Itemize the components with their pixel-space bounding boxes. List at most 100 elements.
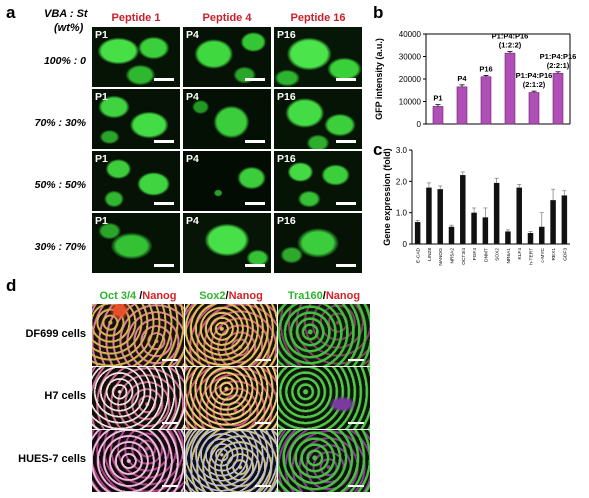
scale-bar — [162, 422, 178, 424]
bar-label: (2:1:2) — [523, 80, 546, 89]
bar — [414, 222, 421, 244]
bar — [480, 76, 492, 125]
image-h7-sox2 — [185, 367, 277, 429]
micrograph-p1-50: P1 — [92, 151, 180, 211]
bar — [552, 73, 564, 125]
scale-bar — [336, 264, 356, 267]
image-df699-oct34 — [92, 304, 184, 366]
x-tick-label: DNMT — [483, 248, 489, 262]
bar-label: P1 — [433, 94, 442, 103]
bar — [516, 187, 522, 244]
col-header-peptide-4: Peptide 4 — [202, 12, 252, 24]
x-tick-label: GDF3 — [562, 248, 568, 261]
bar-label: P4 — [457, 74, 467, 83]
micrograph-p4-70: P4 — [183, 89, 271, 149]
bar-label: P1:P4:P16 — [516, 71, 553, 80]
micrograph-label: P4 — [186, 91, 199, 103]
green-marker-label: Oct 3/4 — [99, 290, 137, 302]
vba-st-header: VBA : St — [44, 8, 88, 20]
row-label-50-50: 50% : 50% — [34, 179, 86, 191]
micrograph-p4-50: P4 — [183, 151, 271, 211]
micrograph-p16-30: P16 — [274, 213, 362, 273]
scale-bar — [348, 359, 364, 361]
bar — [539, 226, 545, 244]
image-hues7-tra160 — [278, 430, 370, 492]
micrograph-p4-30: P4 — [183, 213, 271, 273]
scale-bar — [245, 264, 265, 267]
x-tick-label: E-CAD — [416, 247, 422, 262]
micrograph-p1-30: P1 — [92, 213, 180, 273]
row-label-df699: DF699 cells — [25, 328, 86, 340]
micrograph-p4-100: P4 — [183, 27, 271, 87]
bar — [448, 226, 455, 244]
scale-bar — [336, 202, 356, 205]
scale-bar — [154, 202, 174, 205]
bar-label: P1:P4:P16 — [540, 52, 577, 61]
red-marker-label: Nanog — [325, 290, 361, 302]
label-separator: / — [136, 290, 143, 302]
micrograph-label: P4 — [186, 215, 199, 227]
x-tick-label: FGF4 — [472, 248, 478, 261]
image-h7-tra160 — [278, 367, 370, 429]
micrograph-p16-70: P16 — [274, 89, 362, 149]
micrograph-label: P16 — [277, 91, 296, 103]
image-df699-tra160 — [278, 304, 370, 366]
bar — [471, 212, 477, 244]
micrograph-p1-100: P1 — [92, 27, 180, 87]
bar-label: (2:2:1) — [547, 61, 570, 70]
micrograph-label: P1 — [95, 215, 108, 227]
row-label-hues7: HUES-7 cells — [18, 453, 86, 465]
image-hues7-oct34 — [92, 430, 184, 492]
bar-label: P16 — [479, 64, 492, 73]
bar — [437, 189, 443, 244]
scale-bar — [255, 485, 271, 487]
y-tick-label: 0 — [417, 120, 422, 129]
image-hues7-sox2 — [185, 430, 277, 492]
red-marker-label: Nanog — [228, 290, 263, 302]
row-label-30-70: 30% : 70% — [34, 241, 86, 253]
row-label-70-30: 70% : 30% — [34, 117, 86, 129]
y-tick-label: 40000 — [399, 30, 422, 39]
green-marker-label: Sox2 — [199, 290, 226, 302]
y-axis-label: GFP intensity (a.u.) — [374, 38, 384, 120]
bar — [504, 52, 516, 125]
gene-expression-chart: 0 1.0 2.0 3.0 Gene expression (fold) E-CAD LIN… — [382, 146, 570, 266]
y-tick-label: 30000 — [399, 53, 422, 62]
y-tick-label: 1.0 — [396, 209, 408, 218]
x-tick-label: OCT3/4 — [461, 248, 467, 265]
col-header-oct34-nanog: Oct 3/4 /Nanog — [92, 290, 184, 302]
micrograph-p1-70: P1 — [92, 89, 180, 149]
col-header-tra160-nanog: Tra160/Nanog — [278, 290, 370, 302]
bar — [493, 182, 500, 244]
bar — [456, 86, 468, 125]
x-tick-label: REX1 — [551, 248, 557, 261]
micrograph-label: P16 — [277, 215, 296, 227]
scale-bar — [336, 78, 356, 81]
micrograph-label: P16 — [277, 29, 296, 41]
gfp-intensity-chart: 0 10000 20000 30000 40000 GFP intensity (a.u.… — [374, 30, 577, 129]
scale-bar — [255, 422, 271, 424]
scale-bar — [162, 485, 178, 487]
scale-bar — [154, 140, 174, 143]
y-axis-label: Gene expression (fold) — [382, 148, 392, 246]
label-separator: / — [225, 290, 229, 302]
micrograph-label: P1 — [95, 29, 108, 41]
row-label-h7: H7 cells — [44, 390, 86, 402]
col-header-peptide-1: Peptide 1 — [111, 12, 161, 24]
micrograph-p16-100: P16 — [274, 27, 362, 87]
bar — [482, 217, 489, 244]
y-tick-label: 10000 — [399, 98, 422, 107]
label-separator: / — [322, 290, 326, 302]
scale-bar — [245, 202, 265, 205]
bar — [426, 187, 432, 244]
x-tick-label: LIN28 — [427, 248, 433, 261]
panel-a-letter: a — [6, 3, 16, 22]
x-tick-label: NR6A1 — [506, 248, 512, 264]
col-header-sox2-nanog: Sox2/Nanog — [185, 290, 277, 302]
panel-b-letter: b — [373, 3, 384, 22]
panel-c-letter: c — [373, 140, 383, 159]
x-tick-label: h-TERT — [529, 248, 535, 265]
x-tick-label: c-MYC — [540, 247, 546, 262]
scale-bar — [348, 485, 364, 487]
scale-bar — [162, 359, 178, 361]
